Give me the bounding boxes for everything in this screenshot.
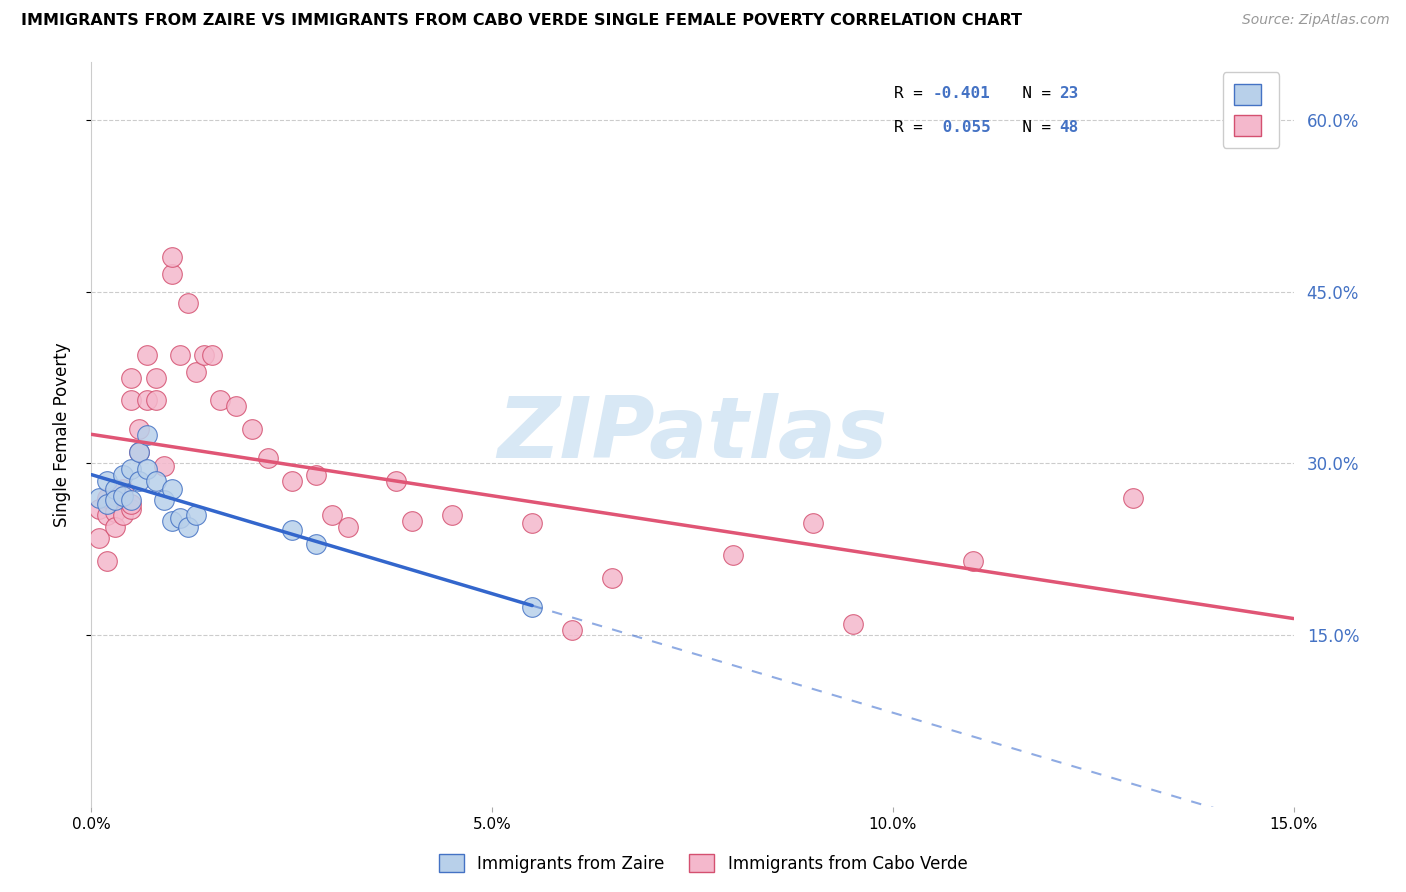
Text: IMMIGRANTS FROM ZAIRE VS IMMIGRANTS FROM CABO VERDE SINGLE FEMALE POVERTY CORREL: IMMIGRANTS FROM ZAIRE VS IMMIGRANTS FROM… (21, 13, 1022, 29)
Point (336, 519, 359, 533)
Point (104, 489, 127, 503)
Point (112, 482, 135, 496)
Point (193, 348, 215, 362)
Legend: , : , (1222, 72, 1279, 147)
Point (184, 508, 207, 522)
Point (160, 482, 183, 496)
Point (401, 514, 423, 528)
Point (96, 508, 118, 522)
Point (121, 462, 143, 476)
Point (169, 348, 191, 362)
Point (96, 493, 118, 508)
Point (104, 505, 127, 519)
Legend: Immigrants from Zaire, Immigrants from Cabo Verde: Immigrants from Zaire, Immigrants from C… (432, 847, 974, 880)
Text: R =: R = (894, 120, 934, 136)
Point (128, 474, 150, 488)
Point (160, 250, 183, 264)
Point (89, 491, 111, 505)
Point (128, 445, 150, 459)
Point (305, 467, 328, 482)
Point (128, 422, 150, 436)
Text: -0.401: -0.401 (934, 87, 991, 101)
Point (385, 474, 408, 488)
Point (256, 450, 278, 465)
Point (841, 616, 863, 631)
Text: Source: ZipAtlas.com: Source: ZipAtlas.com (1241, 13, 1389, 28)
Point (104, 482, 127, 496)
Point (201, 348, 224, 362)
Text: 23: 23 (1059, 87, 1078, 101)
Point (136, 393, 159, 408)
Point (1122, 491, 1144, 505)
Point (89, 502, 111, 516)
Point (152, 493, 174, 508)
Point (121, 497, 143, 511)
Point (145, 393, 167, 408)
Point (128, 445, 150, 459)
Point (104, 519, 127, 533)
Point (112, 467, 135, 482)
Point (89, 531, 111, 545)
Point (121, 393, 143, 408)
Point (225, 399, 247, 413)
Point (721, 548, 744, 562)
Point (96, 497, 118, 511)
Point (160, 514, 183, 528)
Point (145, 474, 167, 488)
Text: 0.055: 0.055 (934, 120, 991, 136)
Point (112, 489, 135, 503)
Point (104, 493, 127, 508)
Point (281, 474, 304, 488)
Point (522, 516, 544, 530)
Point (96, 474, 118, 488)
Text: N =: N = (1002, 87, 1060, 101)
Text: R =: R = (894, 87, 934, 101)
Point (321, 508, 343, 522)
Text: ZIPatlas: ZIPatlas (498, 393, 887, 476)
Point (176, 296, 198, 310)
Point (602, 571, 624, 585)
Point (240, 422, 263, 436)
Point (96, 554, 118, 568)
Point (305, 537, 328, 551)
Point (145, 370, 167, 384)
Point (96, 491, 118, 505)
Point (184, 365, 207, 379)
Point (801, 516, 824, 530)
Point (962, 554, 984, 568)
Text: 48: 48 (1059, 120, 1078, 136)
Point (121, 370, 143, 384)
Point (160, 268, 183, 282)
Point (176, 519, 198, 533)
Point (281, 523, 304, 537)
Point (169, 511, 191, 525)
Point (121, 493, 143, 508)
Point (121, 502, 143, 516)
Point (136, 348, 159, 362)
Y-axis label: Single Female Poverty: Single Female Poverty (52, 343, 70, 527)
Point (152, 458, 174, 473)
Text: N =: N = (1002, 120, 1060, 136)
Point (136, 462, 159, 476)
Point (136, 428, 159, 442)
Point (112, 508, 135, 522)
Point (561, 623, 583, 637)
Point (208, 393, 231, 408)
Point (522, 599, 544, 614)
Point (440, 508, 463, 522)
